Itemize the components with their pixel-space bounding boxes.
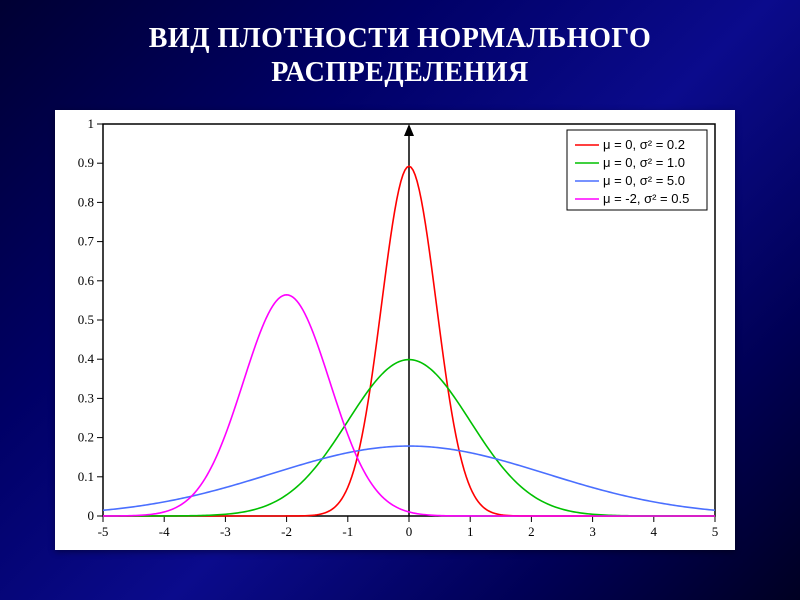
- svg-text:4: 4: [651, 524, 658, 539]
- svg-text:μ = -2, σ² = 0.5: μ = -2, σ² = 0.5: [603, 191, 689, 206]
- svg-text:0.2: 0.2: [78, 430, 94, 445]
- slide-root: { "title": "ВИД ПЛОТНОСТИ НОРМАЛЬНОГО\nР…: [0, 0, 800, 600]
- svg-text:1: 1: [88, 116, 95, 131]
- svg-text:-5: -5: [98, 524, 109, 539]
- svg-text:0: 0: [406, 524, 413, 539]
- svg-text:0.7: 0.7: [78, 234, 95, 249]
- svg-text:1: 1: [467, 524, 474, 539]
- svg-text:0.9: 0.9: [78, 155, 94, 170]
- svg-text:μ = 0, σ² = 5.0: μ = 0, σ² = 5.0: [603, 173, 685, 188]
- svg-text:0.6: 0.6: [78, 273, 95, 288]
- svg-text:0.5: 0.5: [78, 312, 94, 327]
- svg-text:-2: -2: [281, 524, 292, 539]
- svg-text:5: 5: [712, 524, 719, 539]
- svg-text:0: 0: [88, 508, 95, 523]
- chart-container: -5 -4 -3 -2 -1 0 1 2 3 4 5 0 0.1 0.2 0.3 0.4 0.5 0.6 0.7 0.…: [55, 110, 735, 550]
- svg-text:0.1: 0.1: [78, 469, 94, 484]
- svg-text:-1: -1: [342, 524, 353, 539]
- svg-text:2: 2: [528, 524, 535, 539]
- svg-text:μ = 0, σ² = 1.0: μ = 0, σ² = 1.0: [603, 155, 685, 170]
- svg-text:-4: -4: [159, 524, 170, 539]
- svg-text:0.3: 0.3: [78, 390, 94, 405]
- svg-text:μ = 0, σ² = 0.2: μ = 0, σ² = 0.2: [603, 137, 685, 152]
- slide-title: ВИД ПЛОТНОСТИ НОРМАЛЬНОГО РАСПРЕДЕЛЕНИЯ: [0, 0, 800, 89]
- svg-text:0.4: 0.4: [78, 351, 95, 366]
- svg-text:-3: -3: [220, 524, 231, 539]
- svg-text:0.8: 0.8: [78, 194, 94, 209]
- normal-distribution-chart: -5 -4 -3 -2 -1 0 1 2 3 4 5 0 0.1 0.2 0.3 0.4 0.5 0.6 0.7 0.…: [55, 110, 735, 550]
- svg-text:3: 3: [589, 524, 596, 539]
